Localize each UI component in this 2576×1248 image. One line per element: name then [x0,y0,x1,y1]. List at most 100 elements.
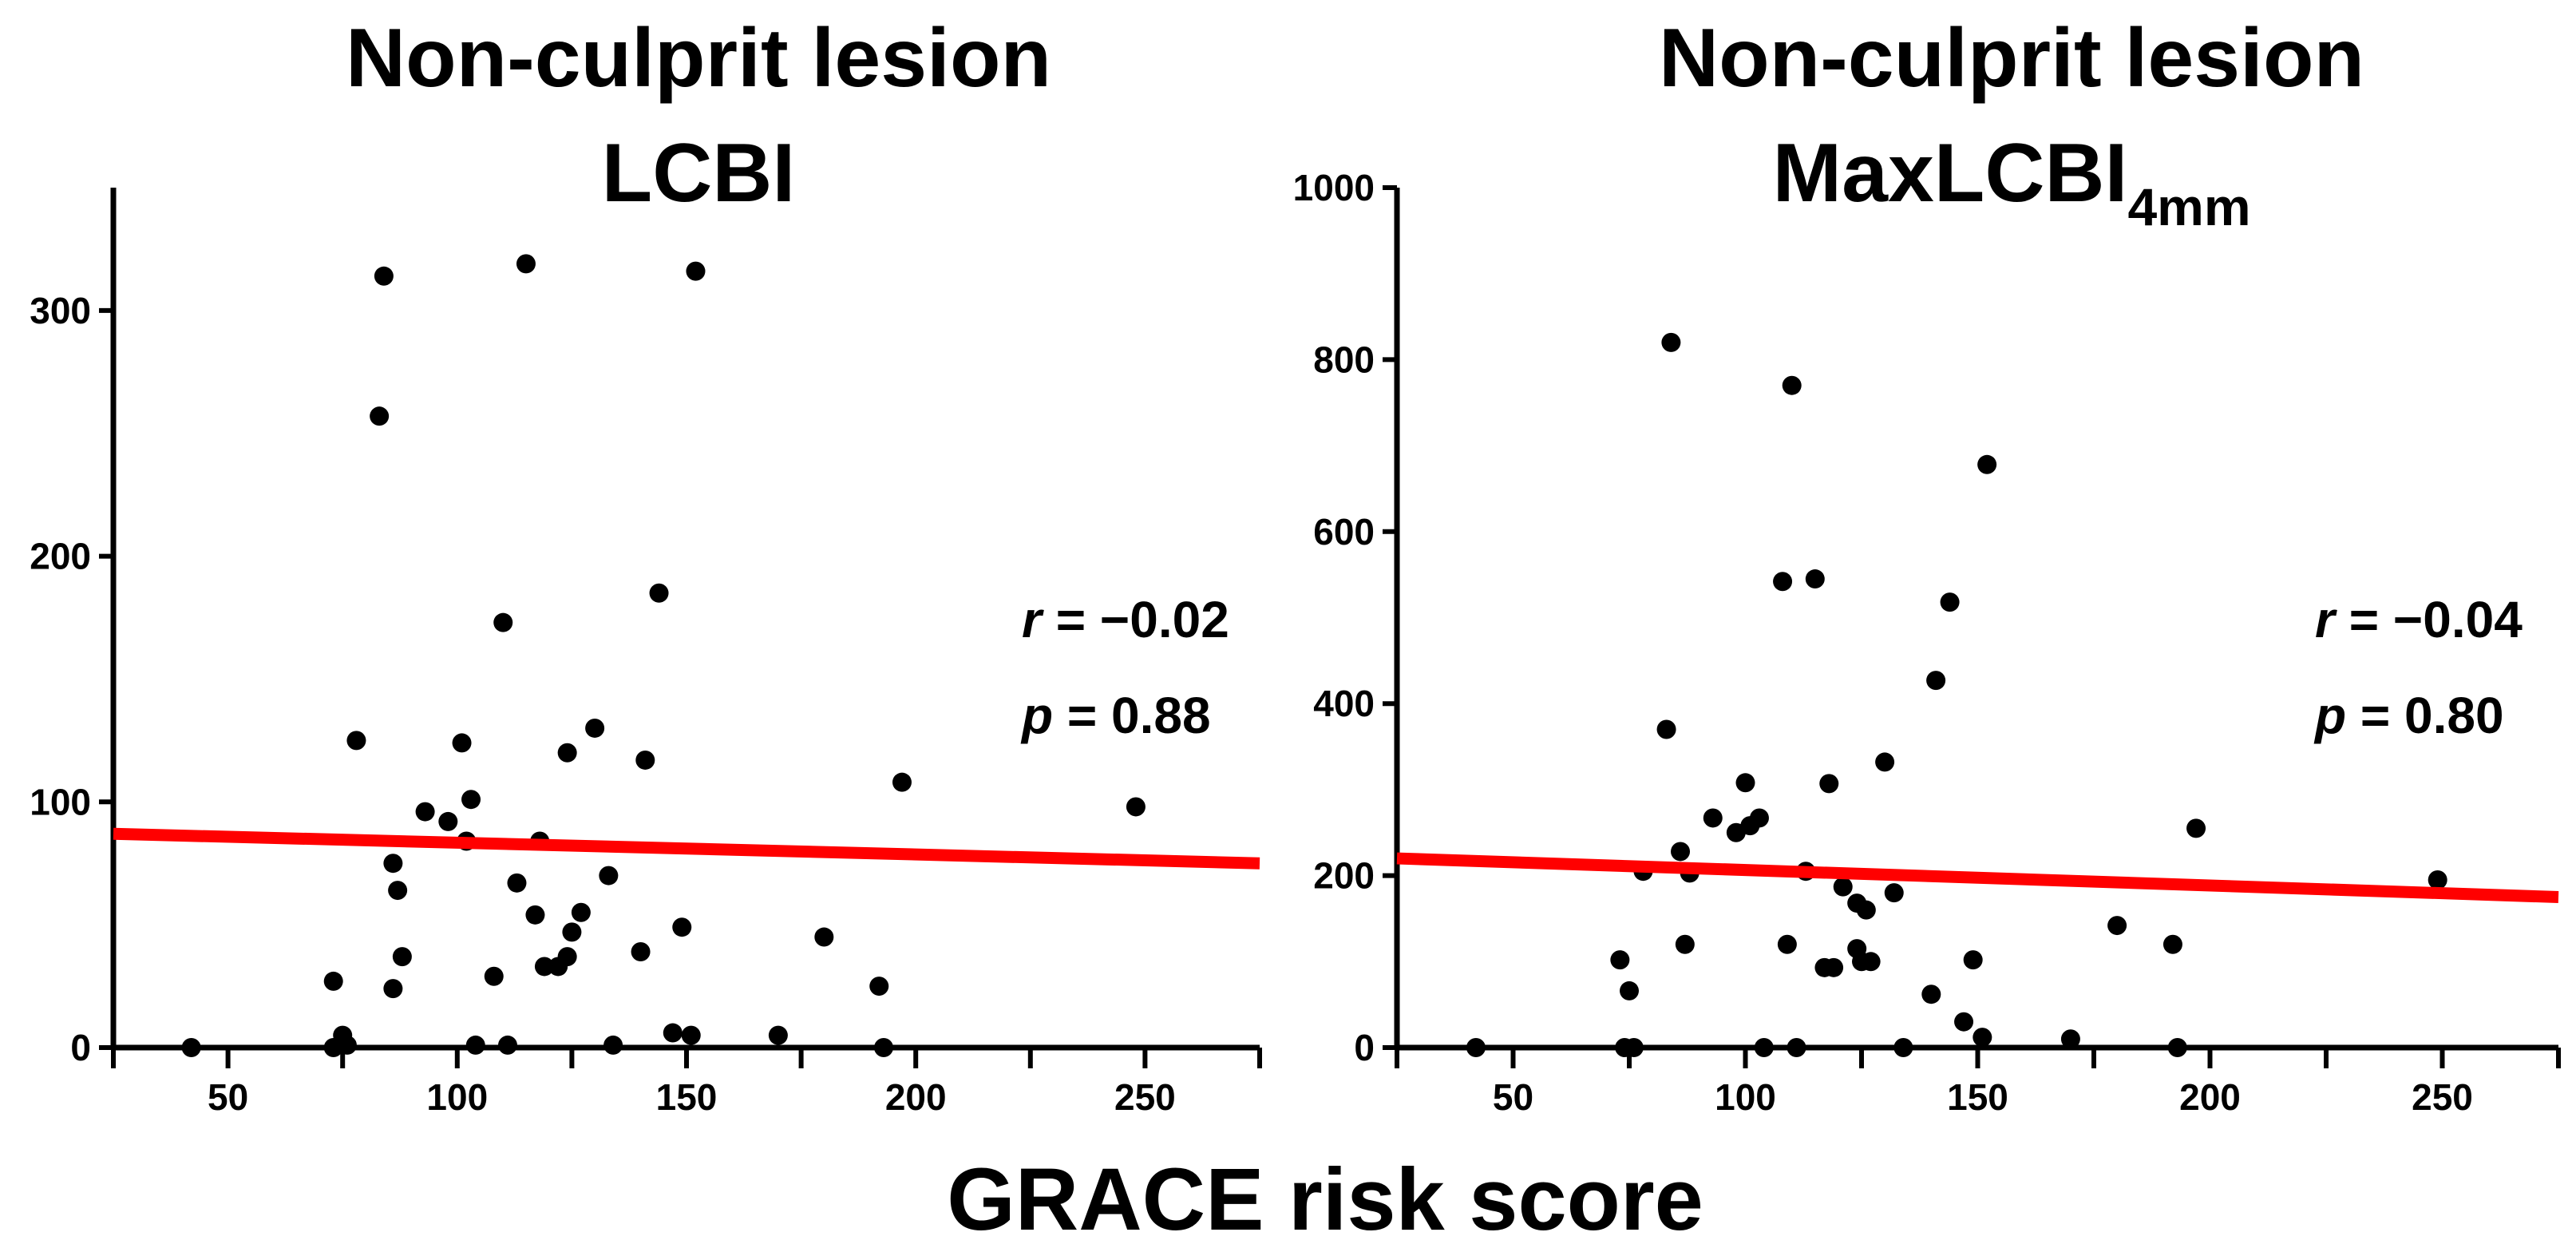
data-point [181,1038,201,1057]
data-point [2107,916,2127,936]
p-statistic: p = 0.88 [1020,687,1211,744]
y-tick-label: 100 [30,781,91,822]
data-point [452,733,472,753]
data-point [768,1025,788,1045]
data-point [672,917,692,937]
p-symbol: p [1020,687,1053,744]
data-point [461,790,481,810]
data-point [1875,752,1895,772]
data-point [370,406,390,426]
plot-area: 0 200 400 600 800 1000 50 100 150 200 250 [1293,167,2561,1118]
data-point [681,1025,701,1045]
y-tick-label: 1000 [1293,167,1375,208]
p-value: = 0.88 [1053,687,1211,744]
data-point [1624,1038,1644,1057]
r-value: = −0.04 [2335,591,2523,648]
data-point [388,881,408,901]
chart-panel-lcbi: Non-culprit lesion LCBI 0 100 200 300 50 100 1… [30,12,1262,1118]
data-point [1610,950,1630,970]
data-point [493,612,513,632]
data-point [1977,454,1997,474]
data-point [1661,332,1681,352]
data-point [1656,719,1676,739]
data-point [438,811,458,831]
data-point [1466,1038,1486,1057]
data-point [2162,934,2182,954]
data-point [1963,950,1983,970]
data-point [631,941,651,961]
chart-title-line1: Non-culprit lesion [1659,12,2364,105]
data-point [484,966,504,986]
data-point [1926,671,1946,691]
x-tick-label: 250 [2412,1076,2473,1118]
data-point [1884,883,1904,903]
data-point [649,583,669,603]
data-point [1620,981,1639,1000]
data-point [599,866,619,885]
data-point [516,254,536,274]
data-point [383,979,403,999]
data-point [2186,818,2206,838]
data-point [1703,808,1723,828]
data-point [374,266,394,286]
data-point [465,1035,485,1055]
data-point [383,854,403,874]
data-point [534,957,554,977]
x-tick-label: 150 [1947,1076,2008,1118]
x-tick-label: 250 [1114,1076,1176,1118]
data-point [2167,1038,2187,1057]
data-point [2428,870,2447,889]
data-point [1973,1028,1992,1048]
r-statistic: r = −0.04 [2315,591,2523,648]
data-point [1856,900,1876,920]
chart-title-line2: MaxLCBI4mm [1772,127,2250,236]
regression-line [113,827,1260,870]
chart-panel-maxlcbi4mm: Non-culprit lesion MaxLCBI4mm 0 200 400 600… [1293,12,2561,1118]
r-symbol: r [2315,591,2337,648]
plot-area: 0 100 200 300 50 100 150 200 250 [30,188,1262,1118]
r-value: = −0.02 [1042,591,1229,648]
data-point [1893,1038,1913,1057]
data-point [1921,985,1941,1004]
y-tick-label: 400 [1313,683,1375,724]
data-point [525,905,545,925]
data-point [1675,934,1695,954]
data-point [1777,934,1797,954]
data-point [557,743,577,763]
x-tick-label: 100 [1715,1076,1776,1118]
data-point [1819,774,1839,794]
x-tick-label: 200 [885,1076,947,1118]
data-point [1954,1012,1974,1032]
data-point [686,261,706,281]
x-tick-label: 200 [2179,1076,2241,1118]
r-symbol: r [1022,591,1044,648]
y-tick-label: 200 [1313,855,1375,897]
y-tick-label: 600 [1313,511,1375,553]
data-point [415,802,435,822]
data-point [392,947,412,967]
x-tick-label: 150 [656,1076,718,1118]
x-axis-label: GRACE risk score [947,1151,1703,1248]
p-statistic: p = 0.80 [2313,687,2504,744]
data-point [337,1035,357,1055]
x-tick-label: 50 [1493,1076,1533,1118]
data-point [571,902,591,922]
data-point [585,718,605,738]
chart-title-main: LCBI [602,127,796,220]
data-point [497,1035,517,1055]
chart-title-subscript: 4mm [2127,177,2250,236]
data-point [1940,592,1960,612]
data-point [1735,773,1755,793]
data-point [346,731,366,751]
data-point [507,873,527,893]
data-point [1824,957,1844,977]
data-point [1773,572,1793,592]
r-statistic: r = −0.02 [1022,591,1229,648]
data-point [603,1035,623,1055]
data-point [892,772,912,792]
data-point [1861,952,1881,972]
data-point [1833,877,1853,897]
x-tick-label: 100 [426,1076,488,1118]
y-tick-label: 300 [30,290,91,331]
